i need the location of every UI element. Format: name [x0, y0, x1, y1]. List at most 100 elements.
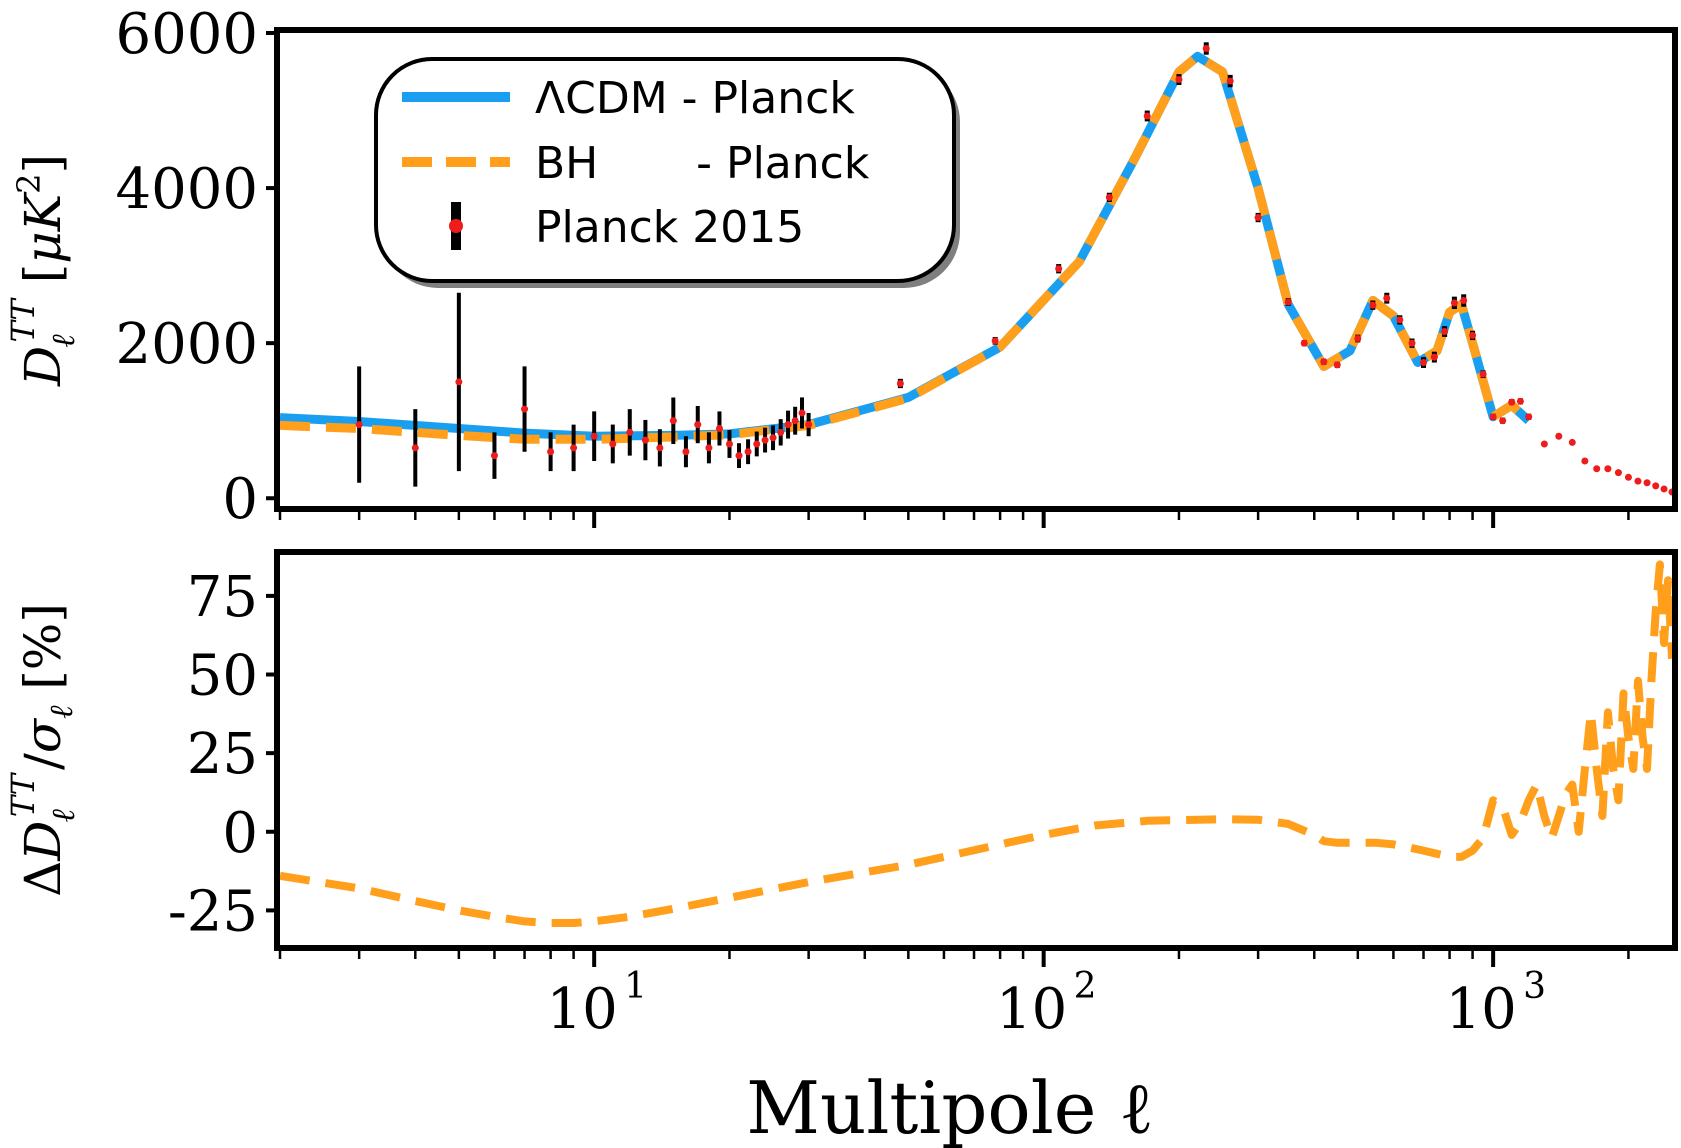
y-tick-label: 75 [187, 565, 258, 630]
legend-box [374, 57, 956, 283]
data-marker [777, 428, 785, 436]
planck-data-point [1430, 351, 1438, 363]
planck-data-point [1175, 74, 1183, 85]
planck-data-point [777, 419, 785, 446]
data-marker [626, 428, 634, 436]
planck-data-point [1300, 339, 1308, 347]
planck-data-point [991, 336, 999, 345]
data-marker [1469, 331, 1477, 339]
planck-data-point [1499, 417, 1507, 425]
x-tick-exponent: 3 [1523, 966, 1546, 1007]
data-marker [1202, 45, 1210, 53]
legend: ΛCDM - Planck BH - Planck Planck 2015 [374, 57, 960, 288]
planck-data-point [1540, 440, 1548, 448]
data-marker [705, 444, 713, 452]
legend-point-swatch [449, 219, 463, 233]
planck-data-point [590, 411, 598, 462]
data-marker [735, 452, 743, 460]
planck-data-point [1202, 42, 1210, 55]
data-marker [1333, 361, 1341, 369]
planck-data-point [1284, 298, 1292, 306]
planck-data-point [1668, 488, 1672, 496]
data-marker [1396, 316, 1404, 324]
data-marker [1593, 465, 1601, 473]
planck-data-point [1460, 294, 1468, 307]
top-y-axis-ticks: 0 2000 4000 6000 [115, 2, 280, 532]
data-marker [1226, 77, 1234, 85]
y-tick-label: 0 [222, 801, 258, 866]
data-marker [1254, 214, 1262, 222]
planck-data-point [1469, 330, 1477, 341]
planck-data-point [1105, 192, 1113, 203]
planck-data-point [744, 439, 752, 465]
x-axis-label: Multipole ℓ [746, 1066, 1154, 1148]
legend-label-planck: Planck 2015 [535, 202, 804, 253]
planck-data-point [1226, 74, 1234, 88]
planck-data-point [1396, 315, 1404, 325]
data-marker [1420, 359, 1428, 367]
top-y-axis-label: DℓTT[μK2] [4, 154, 82, 387]
data-marker [1441, 328, 1449, 336]
data-marker [1643, 479, 1651, 487]
data-marker [1450, 299, 1458, 307]
planck-data-point [1441, 326, 1449, 337]
data-marker [682, 448, 690, 456]
y-tick-label: 25 [187, 722, 258, 787]
planck-data-point [1143, 110, 1151, 122]
bottom-plot-area [280, 560, 1672, 927]
data-marker [609, 440, 617, 448]
planck-data-point [570, 424, 578, 472]
x-tick-label: 10 [1446, 977, 1517, 1042]
planck-data-point [735, 443, 743, 469]
legend-label-bh: BH - Planck [535, 138, 870, 189]
top-panel-frame [274, 27, 1678, 512]
data-marker [1581, 457, 1589, 465]
data-marker [521, 405, 529, 413]
planck-data-point [1479, 370, 1487, 379]
data-marker [1055, 265, 1063, 273]
data-marker [1555, 432, 1563, 440]
planck-data-point [769, 425, 777, 451]
x-tick-label: 10 [996, 977, 1067, 1042]
planck-data-point [682, 436, 690, 468]
x-tick-label: 10 [547, 977, 618, 1042]
planck-data-point [1652, 482, 1660, 490]
bh-curve [280, 51, 1532, 444]
data-marker [1604, 465, 1612, 473]
planck-data-point [896, 378, 904, 389]
data-marker [1668, 488, 1672, 496]
planck-data-point [1593, 465, 1601, 473]
legend-label-lcdm: ΛCDM - Planck [535, 73, 855, 124]
planck-data-point [547, 432, 555, 472]
planck-data-point [1634, 477, 1642, 485]
planck-data-point [626, 409, 634, 456]
y-tick-label: 50 [187, 644, 258, 709]
planck-data-point [715, 411, 723, 446]
data-marker [1479, 370, 1487, 378]
data-marker [761, 436, 769, 444]
data-marker [1143, 112, 1151, 120]
data-marker [1175, 76, 1183, 84]
planck-data-point [1525, 413, 1533, 421]
data-marker [1499, 417, 1507, 425]
data-marker [547, 448, 555, 456]
y-tick-label: 4000 [115, 157, 258, 222]
planck-data-point [1568, 438, 1576, 446]
data-marker [1354, 335, 1362, 343]
planck-data-point [1660, 485, 1668, 493]
data-marker [1383, 294, 1391, 302]
planck-data-point [1383, 292, 1391, 304]
data-marker [411, 444, 419, 452]
planck-data-point [805, 412, 813, 437]
planck-data-point [1333, 361, 1341, 369]
bh-residual-curve [280, 560, 1672, 927]
data-marker [1624, 473, 1632, 481]
planck-data-point [1055, 264, 1063, 274]
y-tick-label: 6000 [115, 2, 258, 67]
planck-data-point [1420, 357, 1428, 368]
planck-data-point [521, 366, 529, 452]
planck-data-point [641, 419, 649, 461]
data-marker [590, 432, 598, 440]
